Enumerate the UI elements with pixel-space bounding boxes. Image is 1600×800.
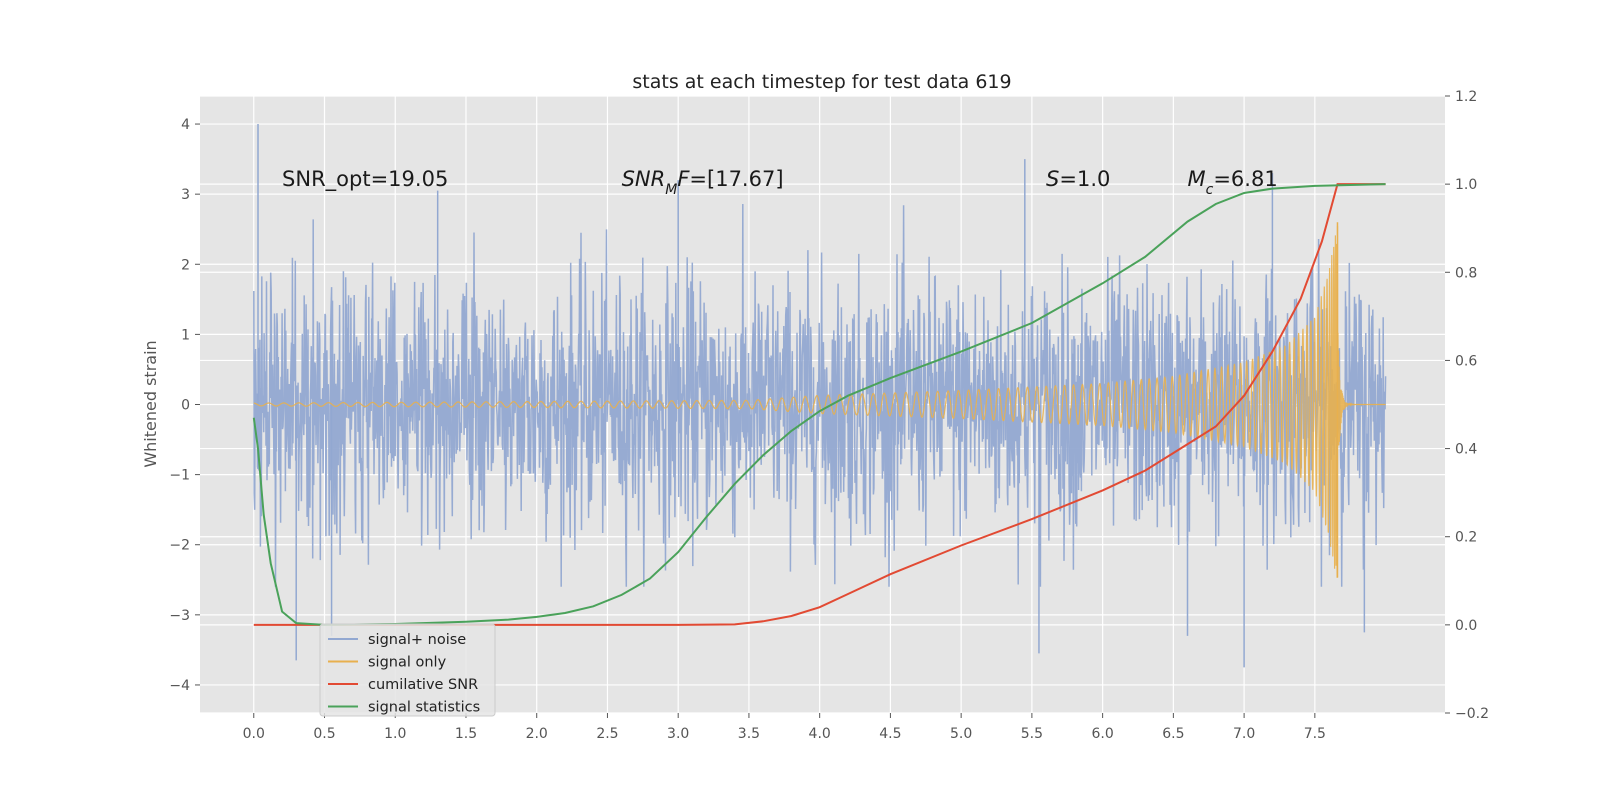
x-tick-label: 5.0 — [950, 726, 972, 742]
series-line — [252, 183, 1386, 626]
y2-tick-label: 0.8 — [1455, 265, 1477, 281]
annotation-layer: SNR_opt=19.05 SNRMF=[17.67] S=1.0 Mc=6.81 — [282, 167, 1278, 198]
y2-tick-label: −0.2 — [1455, 706, 1489, 722]
chart-title: stats at each timestep for test data 619 — [632, 71, 1011, 93]
axis-layer: 0.0 0.5 1.0 1.5 2.0 2.5 3.0 3.5 4.0 4.5 5.0 5.5 6.0 6… — [169, 89, 1489, 742]
signal-noise-line — [253, 203, 1387, 587]
y-tick-label: 1 — [181, 327, 190, 343]
y-tick-label: −3 — [169, 608, 190, 624]
series-signal-only — [253, 222, 1386, 578]
legend-label: signal+ noise — [368, 632, 466, 648]
y2-tick-label: 0.0 — [1455, 618, 1477, 634]
x-tick-label: 3.0 — [667, 726, 689, 742]
series-cumilative-snr — [253, 183, 1386, 626]
annotation-part: =1.0 — [1059, 167, 1110, 191]
series-signal-statistics — [252, 183, 1386, 626]
x-tick-label: 4.5 — [879, 726, 901, 742]
y-tick-label: −2 — [169, 538, 190, 554]
y2-tick-label: 1.0 — [1455, 177, 1477, 193]
series-layer — [252, 124, 1387, 668]
legend-label: cumilative SNR — [368, 677, 478, 693]
x-tick-label: 0.5 — [313, 726, 335, 742]
y-tick-label: 4 — [181, 117, 190, 133]
x-tick-label: 2.0 — [526, 726, 548, 742]
series-line — [253, 183, 1386, 626]
signal-only-line — [253, 226, 1386, 578]
x-tick-label: 0.0 — [243, 726, 265, 742]
x-tick-label: 6.5 — [1162, 726, 1184, 742]
annotation-part: M — [1188, 167, 1206, 191]
annotation-part: =6.81 — [1213, 167, 1277, 191]
x-tick-label: 5.5 — [1021, 726, 1043, 742]
annotation-part: c — [1206, 182, 1214, 198]
legend-label: signal only — [368, 655, 447, 671]
x-tick-label: 6.0 — [1091, 726, 1113, 742]
annotation-part: SNR — [622, 167, 666, 191]
legend-box — [319, 623, 496, 717]
annotation-part: SNR_opt=19.05 — [282, 167, 448, 192]
x-tick-label: 1.5 — [455, 726, 477, 742]
y2-tick-label: 0.2 — [1455, 530, 1477, 546]
annotation: S=1.0 — [1046, 167, 1110, 191]
x-tick-label: 7.0 — [1233, 726, 1255, 742]
annotation-part: =[17.67] — [689, 167, 783, 191]
series-signal-noise — [253, 124, 1387, 668]
y-axis-label: Whitened strain — [141, 340, 160, 467]
annotation: SNR_opt=19.05 — [282, 167, 448, 192]
y-tick-label: 0 — [181, 398, 190, 414]
legend-label: signal statistics — [368, 700, 480, 716]
annotation-part: F — [677, 167, 690, 191]
x-tick-label: 7.5 — [1304, 726, 1326, 742]
y2-tick-label: 0.6 — [1455, 353, 1477, 369]
y-tick-label: −4 — [169, 678, 190, 694]
annotation-part: M — [665, 182, 677, 198]
x-tick-label: 3.5 — [738, 726, 760, 742]
annotation: SNRMF=[17.67] — [622, 167, 784, 198]
legend: signal+ noise signal only cumilative SNR si… — [319, 623, 496, 717]
annotation-part: S — [1046, 167, 1059, 191]
y-tick-label: −1 — [169, 468, 190, 484]
x-tick-label: 2.5 — [596, 726, 618, 742]
y-tick-label: 2 — [181, 257, 190, 273]
x-tick-label: 4.0 — [809, 726, 831, 742]
annotation: Mc=6.81 — [1188, 167, 1278, 198]
y-tick-label: 3 — [181, 187, 190, 203]
y2-tick-label: 1.2 — [1455, 89, 1477, 105]
x-tick-label: 1.0 — [384, 726, 406, 742]
y2-tick-label: 0.4 — [1455, 442, 1477, 458]
